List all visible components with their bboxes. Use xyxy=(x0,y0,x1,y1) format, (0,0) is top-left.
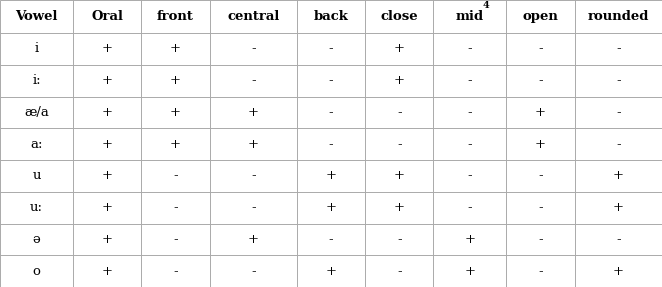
Text: +: + xyxy=(102,42,113,55)
Text: -: - xyxy=(616,74,621,87)
Text: -: - xyxy=(616,42,621,55)
Text: -: - xyxy=(397,106,402,119)
Text: -: - xyxy=(329,42,333,55)
Text: -: - xyxy=(616,138,621,151)
Text: +: + xyxy=(464,233,475,246)
Text: -: - xyxy=(616,233,621,246)
Text: +: + xyxy=(394,169,404,182)
Text: a:: a: xyxy=(30,138,43,151)
Text: mid: mid xyxy=(456,10,484,23)
Text: -: - xyxy=(538,265,543,278)
Text: -: - xyxy=(538,74,543,87)
Text: -: - xyxy=(329,74,333,87)
Text: ə: ə xyxy=(32,233,40,246)
Text: +: + xyxy=(170,106,181,119)
Text: 4: 4 xyxy=(483,1,489,10)
Text: -: - xyxy=(329,138,333,151)
Text: u:: u: xyxy=(30,201,43,214)
Text: -: - xyxy=(173,169,178,182)
Text: +: + xyxy=(102,233,113,246)
Text: +: + xyxy=(170,138,181,151)
Text: +: + xyxy=(170,42,181,55)
Text: -: - xyxy=(397,138,402,151)
Text: +: + xyxy=(102,138,113,151)
Text: i: i xyxy=(34,42,38,55)
Text: +: + xyxy=(613,265,624,278)
Text: -: - xyxy=(251,201,256,214)
Text: -: - xyxy=(467,74,472,87)
Text: -: - xyxy=(173,233,178,246)
Text: -: - xyxy=(538,201,543,214)
Text: +: + xyxy=(170,74,181,87)
Text: -: - xyxy=(329,106,333,119)
Text: +: + xyxy=(464,265,475,278)
Text: -: - xyxy=(173,201,178,214)
Text: -: - xyxy=(173,265,178,278)
Text: +: + xyxy=(102,265,113,278)
Text: Oral: Oral xyxy=(91,10,123,23)
Text: -: - xyxy=(538,233,543,246)
Text: -: - xyxy=(251,169,256,182)
Text: +: + xyxy=(102,169,113,182)
Text: +: + xyxy=(248,138,259,151)
Text: +: + xyxy=(394,201,404,214)
Text: -: - xyxy=(616,106,621,119)
Text: -: - xyxy=(251,42,256,55)
Text: +: + xyxy=(613,201,624,214)
Text: +: + xyxy=(613,169,624,182)
Text: -: - xyxy=(251,265,256,278)
Text: -: - xyxy=(467,106,472,119)
Text: close: close xyxy=(381,10,418,23)
Text: +: + xyxy=(248,233,259,246)
Text: +: + xyxy=(535,106,546,119)
Text: rounded: rounded xyxy=(588,10,649,23)
Text: -: - xyxy=(467,42,472,55)
Text: -: - xyxy=(467,138,472,151)
Text: central: central xyxy=(227,10,279,23)
Text: +: + xyxy=(102,106,113,119)
Text: -: - xyxy=(467,169,472,182)
Text: open: open xyxy=(522,10,559,23)
Text: i:: i: xyxy=(32,74,41,87)
Text: +: + xyxy=(326,265,336,278)
Text: +: + xyxy=(326,201,336,214)
Text: Vowel: Vowel xyxy=(15,10,58,23)
Text: -: - xyxy=(251,74,256,87)
Text: -: - xyxy=(467,201,472,214)
Text: +: + xyxy=(326,169,336,182)
Text: -: - xyxy=(538,169,543,182)
Text: +: + xyxy=(102,201,113,214)
Text: æ/a: æ/a xyxy=(24,106,49,119)
Text: -: - xyxy=(397,233,402,246)
Text: +: + xyxy=(394,74,404,87)
Text: +: + xyxy=(248,106,259,119)
Text: u: u xyxy=(32,169,41,182)
Text: +: + xyxy=(394,42,404,55)
Text: -: - xyxy=(397,265,402,278)
Text: o: o xyxy=(32,265,40,278)
Text: +: + xyxy=(535,138,546,151)
Text: -: - xyxy=(329,233,333,246)
Text: +: + xyxy=(102,74,113,87)
Text: front: front xyxy=(157,10,194,23)
Text: back: back xyxy=(314,10,348,23)
Text: -: - xyxy=(538,42,543,55)
